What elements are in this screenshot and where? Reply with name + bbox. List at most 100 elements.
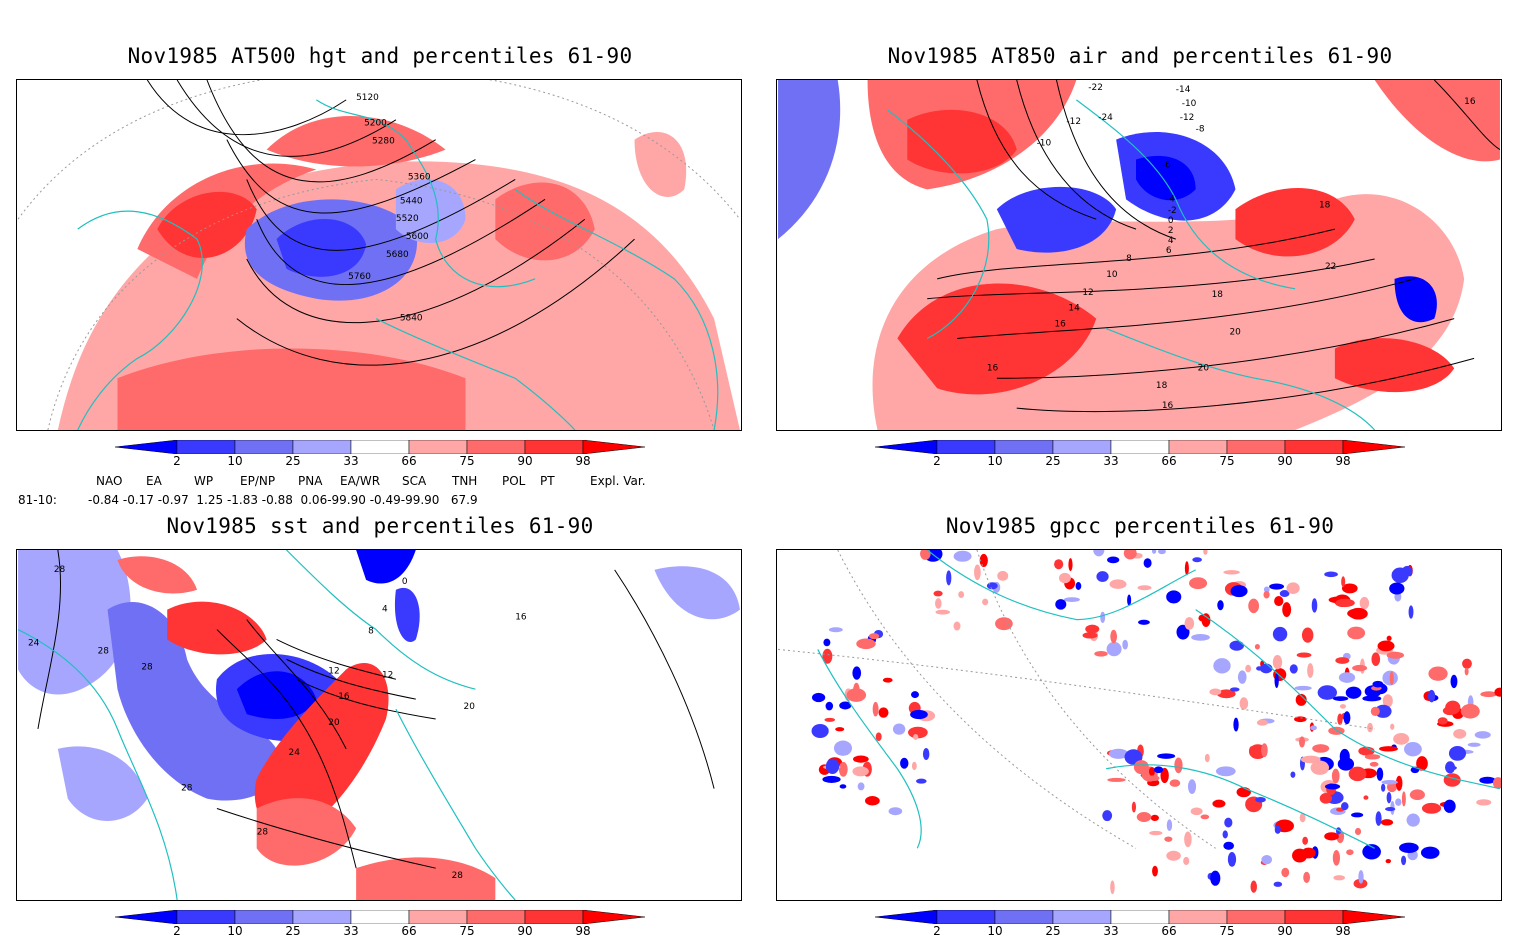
precip-anomaly-blob (911, 691, 919, 699)
index-header: WP (194, 474, 214, 488)
precip-anomaly-blob (1183, 856, 1190, 866)
precip-anomaly-blob (1263, 590, 1270, 599)
precip-anomaly-blob (892, 723, 906, 735)
colorbar-segment (408, 910, 468, 924)
precip-anomaly-blob (935, 609, 950, 615)
precip-anomaly-blob (1416, 756, 1428, 771)
precip-anomaly-blob (1301, 627, 1314, 643)
precip-anomaly-blob (1274, 596, 1284, 607)
precip-anomaly-blob (1301, 847, 1316, 859)
colorbar-segment (176, 910, 236, 924)
precip-anomaly-blob (1370, 706, 1380, 716)
precip-anomaly-blob (1421, 802, 1442, 814)
contour-label: 8 (1126, 254, 1132, 264)
colorbar-tick: 98 (575, 924, 591, 938)
precip-anomaly-blob (1347, 626, 1366, 640)
contour-label: 5360 (408, 172, 431, 182)
precip-anomaly-blob (833, 740, 853, 756)
precip-anomaly-blob (1151, 550, 1157, 554)
precip-anomaly-blob (1359, 596, 1370, 610)
precip-anomaly-blob (1107, 777, 1126, 782)
colorbar-arrow-low (875, 440, 938, 454)
precip-anomaly-blob (1476, 799, 1492, 806)
precip-anomaly-blob (1353, 878, 1368, 889)
precip-anomaly-blob (1393, 732, 1410, 745)
colorbar-arrow-low (115, 910, 178, 924)
precip-anomaly-blob (1380, 819, 1394, 826)
precip-anomaly-blob (1149, 830, 1163, 836)
precip-anomaly-blob (1364, 754, 1381, 760)
colorbar-segment (466, 910, 526, 924)
map-sst: 28 24 28 28 28 28 0 4 8 12 16 20 24 28 2… (16, 549, 742, 901)
precip-anomaly-blob (1307, 663, 1314, 678)
precip-anomaly-blob (1341, 583, 1358, 594)
precip-anomaly-blob (979, 553, 988, 568)
precip-anomaly-blob (1273, 881, 1283, 887)
precip-anomaly-blob (1191, 634, 1210, 641)
precip-anomaly-blob (1352, 664, 1368, 672)
precip-anomaly-blob (1127, 594, 1132, 606)
colorbar-tick: 75 (1219, 924, 1235, 938)
precip-anomaly-blob (1337, 713, 1343, 726)
precip-anomaly-blob (1138, 619, 1150, 625)
precip-anomaly-blob (1467, 742, 1481, 747)
colorbar-segment (234, 440, 294, 454)
precip-anomaly-blob (1100, 611, 1106, 624)
contour-label: 5120 (356, 93, 379, 103)
contour-label: 16 (1464, 97, 1476, 107)
precip-anomaly-blob (912, 733, 919, 740)
precip-anomaly-blob (1201, 613, 1211, 628)
contour-label: 0 (1168, 216, 1174, 226)
colorbar-arrow-high (582, 440, 645, 454)
colorbar-segment (466, 440, 526, 454)
precip-anomaly-blob (1324, 783, 1341, 790)
precip-anomaly-blob (1153, 766, 1164, 774)
contour-label: 4 (382, 605, 388, 615)
colorbar-segment (936, 440, 996, 454)
precip-anomaly-blob (935, 598, 942, 609)
contour-label: 28 (257, 827, 269, 837)
precip-anomaly-blob (1346, 849, 1354, 856)
precip-anomaly-blob (846, 688, 867, 702)
precip-anomaly-blob (1324, 832, 1339, 841)
precip-anomaly-blob (1213, 658, 1231, 674)
colorbar-sst: 2 10 25 33 66 75 90 98 (115, 910, 645, 938)
precip-anomaly-blob (1310, 725, 1317, 731)
colorbar-arrow-low (115, 440, 178, 454)
colorbar-gradient (875, 440, 1405, 454)
precip-anomaly-blob (1110, 629, 1118, 644)
precip-anomaly-blob (953, 550, 972, 562)
precip-anomaly-blob (1453, 729, 1467, 739)
precip-anomaly-blob (1376, 767, 1384, 781)
precip-anomaly-blob (1212, 799, 1226, 808)
precip-anomaly-blob (1300, 755, 1321, 764)
colorbar-tick: 25 (1045, 454, 1061, 468)
colorbar-tick: 33 (343, 924, 359, 938)
colorbar-tick: 2 (933, 924, 941, 938)
precip-anomaly-blob (1299, 736, 1305, 748)
precip-anomaly-blob (1272, 626, 1288, 642)
precip-anomaly-blob (933, 590, 943, 597)
precip-anomaly-blob (1443, 799, 1456, 813)
precip-anomaly-blob (838, 761, 848, 777)
precip-anomaly-blob (1068, 558, 1073, 572)
precip-anomaly-blob (1324, 571, 1338, 578)
precip-anomaly-blob (828, 627, 843, 633)
precip-anomaly-blob (1290, 771, 1296, 778)
contour-label: 4 (1168, 236, 1174, 246)
colorbar-segment (994, 440, 1054, 454)
index-header: POL (502, 474, 526, 488)
precip-anomaly-blob (1093, 550, 1105, 557)
precip-anomaly-blob (1166, 819, 1173, 832)
colorbar-tick: 2 (933, 454, 941, 468)
precip-anomaly-blob (1217, 600, 1224, 611)
precip-anomaly-blob (1302, 836, 1309, 845)
precip-anomaly-blob (1210, 870, 1221, 886)
precip-anomaly-blob (910, 709, 928, 720)
precip-anomaly-blob (1341, 802, 1349, 811)
colorbar-tick: 98 (575, 454, 591, 468)
contour-label: 20 (1229, 328, 1241, 338)
precip-anomaly-blob (1347, 608, 1367, 619)
precip-anomaly-blob (1108, 748, 1129, 759)
precip-anomaly-blob (1401, 855, 1407, 866)
